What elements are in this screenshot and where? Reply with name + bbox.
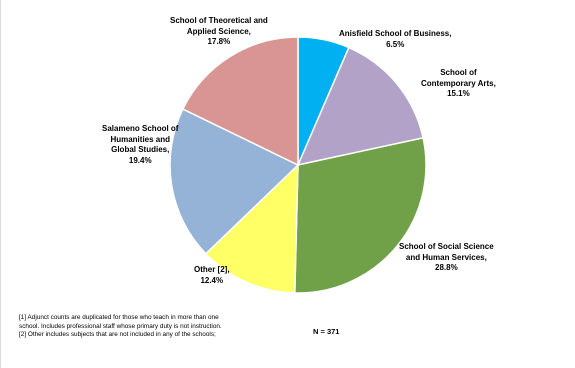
footnote-2: [2] Other includes subjects that are not… [19,331,216,339]
value-social-science: 28.8% [435,263,458,272]
label-humanities: Salameno School of Humanities and Global… [102,124,179,165]
pie-slice-5 [181,36,299,167]
pie-slice-2 [294,136,427,294]
sample-size-label: N = 371 [313,327,340,336]
pie-slice-3 [204,163,299,294]
footnote-1: [1] Adjunct counts are duplicated for th… [19,314,219,321]
value-contemporary-arts: 15.1% [447,89,470,98]
value-theoretical-science: 17.8% [207,37,231,46]
label-business: Anisfield School of Business, 6.5% [339,29,452,49]
value-humanities: 19.4% [128,155,152,165]
footnote-1-cont: school. Includes professional staff whos… [19,322,222,330]
pie-slice-1 [296,46,424,167]
label-theoretical-science: School of Theoretical and Applied Scienc… [170,16,268,46]
label-social-science: School of Social Science and Human Servi… [399,242,494,272]
value-other: 12.4% [200,275,224,285]
label-contemporary-arts: School of Contemporary Arts, 15.1% [421,68,496,98]
value-business: 6.5% [386,39,405,49]
pie-slice-4 [169,108,300,255]
footnotes: [1] Adjunct counts are duplicated for th… [19,314,319,340]
label-other: Other [2], 12.4% [194,265,230,285]
